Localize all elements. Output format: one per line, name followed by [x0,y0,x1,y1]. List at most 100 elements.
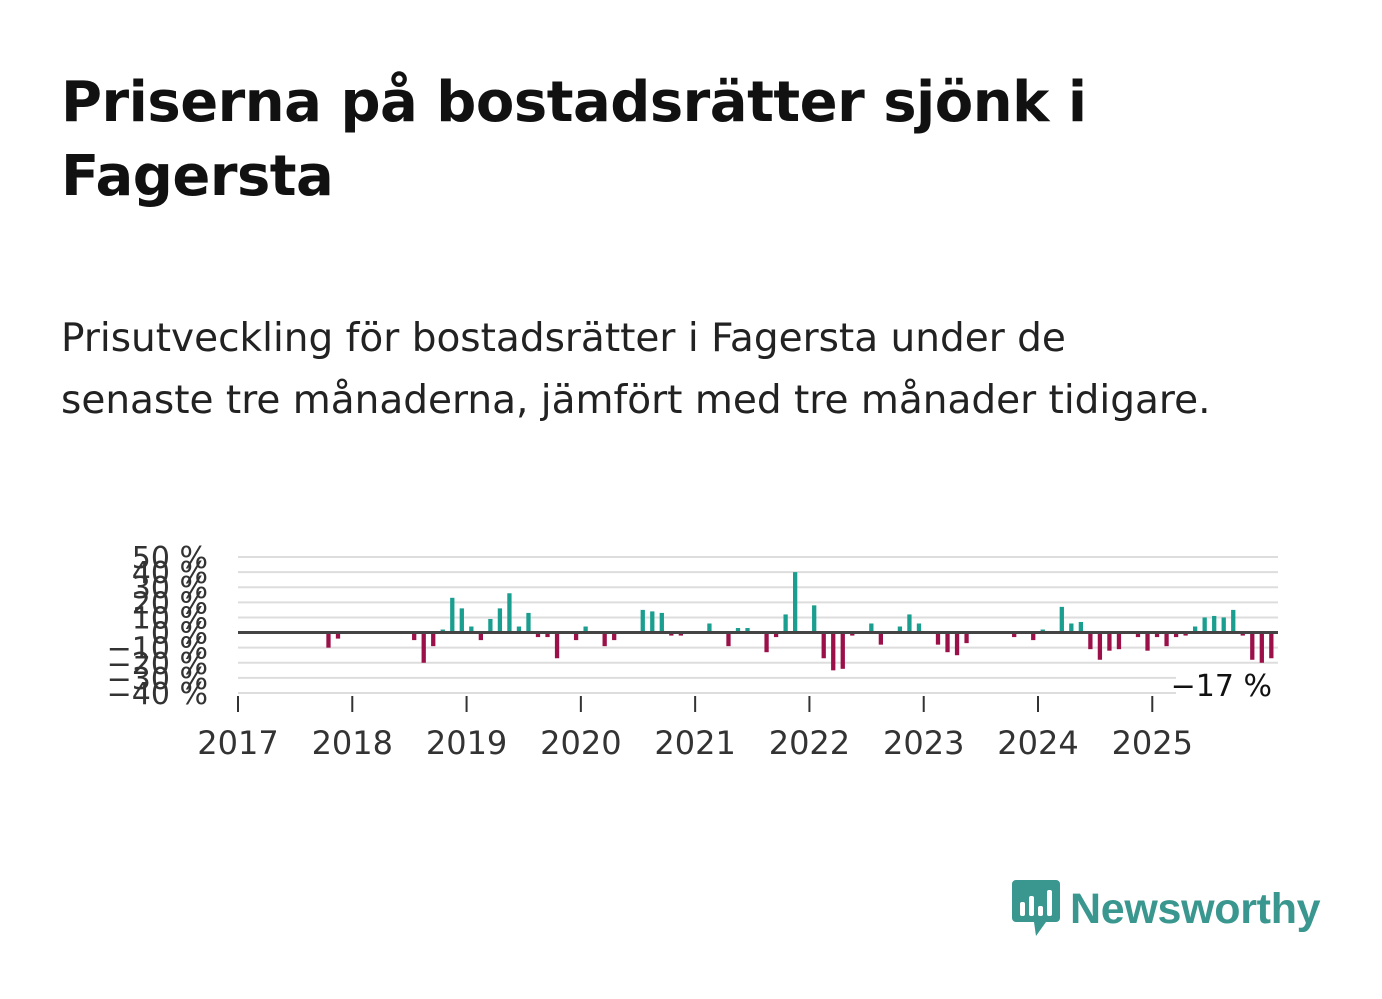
bar [907,614,912,633]
bar [1221,617,1226,633]
bar [726,632,731,647]
bar [1259,632,1264,663]
bar [573,632,579,641]
bar [793,572,798,633]
bar [897,626,903,633]
bar [812,605,817,633]
y-tick-label: 20 % [132,586,208,621]
bar [935,632,941,645]
y-tick-label: −20 % [107,647,208,682]
bar [535,632,541,638]
x-tick-label: 2018 [312,724,393,760]
brand-name: Newsworthy [1070,884,1321,933]
bar [745,628,750,633]
bars [326,572,1274,671]
bar [1059,606,1064,633]
bar [1240,632,1245,636]
bar-chart: −40 %−30 %−20 %−10 %0 %10 %20 %30 %40 %5… [107,541,1278,760]
bar [850,632,855,636]
bar [1202,617,1207,633]
bar [764,632,769,653]
last-value-annotation: −17 % [1171,668,1278,704]
bar [450,597,455,633]
bar [1193,626,1198,633]
bar [507,593,512,633]
bar [335,632,341,639]
bar [669,632,674,636]
bar [431,632,436,647]
bar [469,626,474,633]
bar [1231,609,1236,633]
bar [1031,632,1036,641]
y-tick-label: 10 % [132,601,208,636]
bar [1069,623,1074,633]
bar [497,608,503,633]
bar [1012,632,1017,638]
bar [659,612,664,633]
bar [1250,632,1255,660]
bar [488,618,493,633]
bar [783,614,788,633]
bar [1145,632,1150,651]
x-tick-label: 2021 [654,724,735,760]
newsworthy-logo: Newsworthy [1010,878,1321,940]
bar [1097,632,1103,660]
last-value-label: −17 % [1171,669,1272,704]
bar [545,632,550,638]
x-tick-label: 2019 [426,724,507,760]
bar [554,632,560,659]
bar [516,626,522,633]
x-tick-label: 2024 [997,724,1078,760]
chart-subtitle: Prisutveckling för bostadsrätter i Fager… [61,316,1211,423]
bar [916,623,922,633]
y-tick-label: 50 % [132,541,208,576]
x-tick-label: 2025 [1112,724,1193,760]
bar [326,632,331,648]
bar [878,632,883,645]
bar [1116,632,1122,650]
bar [831,632,836,671]
bar [1212,615,1217,633]
bar [954,632,960,656]
x-tick-label: 2020 [540,724,621,760]
y-axis-labels: −40 %−30 %−20 %−10 %0 %10 %20 %30 %40 %5… [107,541,208,712]
bar [459,608,464,633]
bar [478,632,483,641]
bar [583,626,588,633]
x-axis: 2017 2018 2019 2020 2021 2022 2023 2024 2025 [197,696,1193,760]
bar [1088,632,1093,650]
bar [612,632,617,641]
bar [440,629,445,633]
annotation-background [1176,668,1278,704]
bar [1135,632,1141,638]
bar [1107,632,1112,651]
y-tick-label: −30 % [107,662,208,697]
bar [964,632,969,644]
bar [735,628,741,633]
bar [821,632,826,659]
bar [640,609,645,633]
y-tick-label: 40 % [132,556,208,591]
bar [1078,621,1083,633]
bar [421,632,426,663]
bar [1269,632,1274,659]
bar [526,612,531,633]
y-tick-label: 0 % [151,617,208,652]
grid-lines [238,556,1278,694]
bar [1154,632,1160,638]
bar [840,632,845,669]
bar [1183,632,1188,636]
bar [602,632,607,647]
chart-title: Priserna på bostadsrätter sjönk i Fagers… [61,70,1087,209]
bar [773,632,779,638]
newsworthy-logo-icon [1012,880,1060,936]
bar [1173,632,1179,638]
bar [650,611,655,633]
bar [1040,629,1045,633]
bar [1164,632,1169,647]
y-tick-label: −10 % [107,632,208,667]
bar [945,632,950,653]
bar [412,632,417,641]
y-tick-label: 30 % [132,571,208,606]
x-tick-label: 2017 [197,724,278,760]
